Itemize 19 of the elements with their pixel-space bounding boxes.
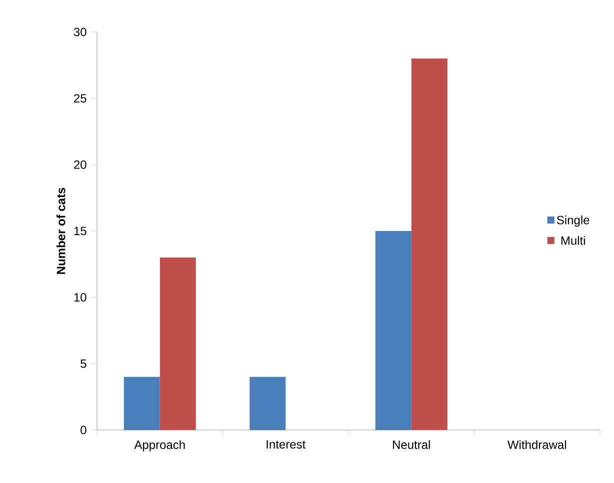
y-tick-label: 5	[80, 359, 86, 368]
x-tick-label: Withdrawal	[507, 440, 566, 450]
x-tick-label: Interest	[266, 440, 306, 449]
y-tick-label: 30	[74, 28, 86, 36]
bar	[411, 58, 448, 430]
legend-label: Multi	[561, 236, 585, 245]
y-tick-label: 20	[74, 160, 86, 169]
legend-label: Single	[556, 216, 590, 227]
bar	[375, 231, 412, 430]
bar	[250, 376, 286, 430]
x-tick-label: Approach	[134, 440, 185, 452]
bar	[124, 376, 160, 430]
y-tick-label: 25	[74, 94, 86, 103]
x-tick-label: Neutral	[393, 440, 430, 450]
y-tick-label: 15	[74, 226, 86, 236]
y-tick-label: 0	[80, 426, 86, 434]
y-tick-label: 10	[74, 293, 86, 302]
y-axis-title: Number of cats	[56, 188, 66, 274]
bar	[160, 258, 196, 430]
